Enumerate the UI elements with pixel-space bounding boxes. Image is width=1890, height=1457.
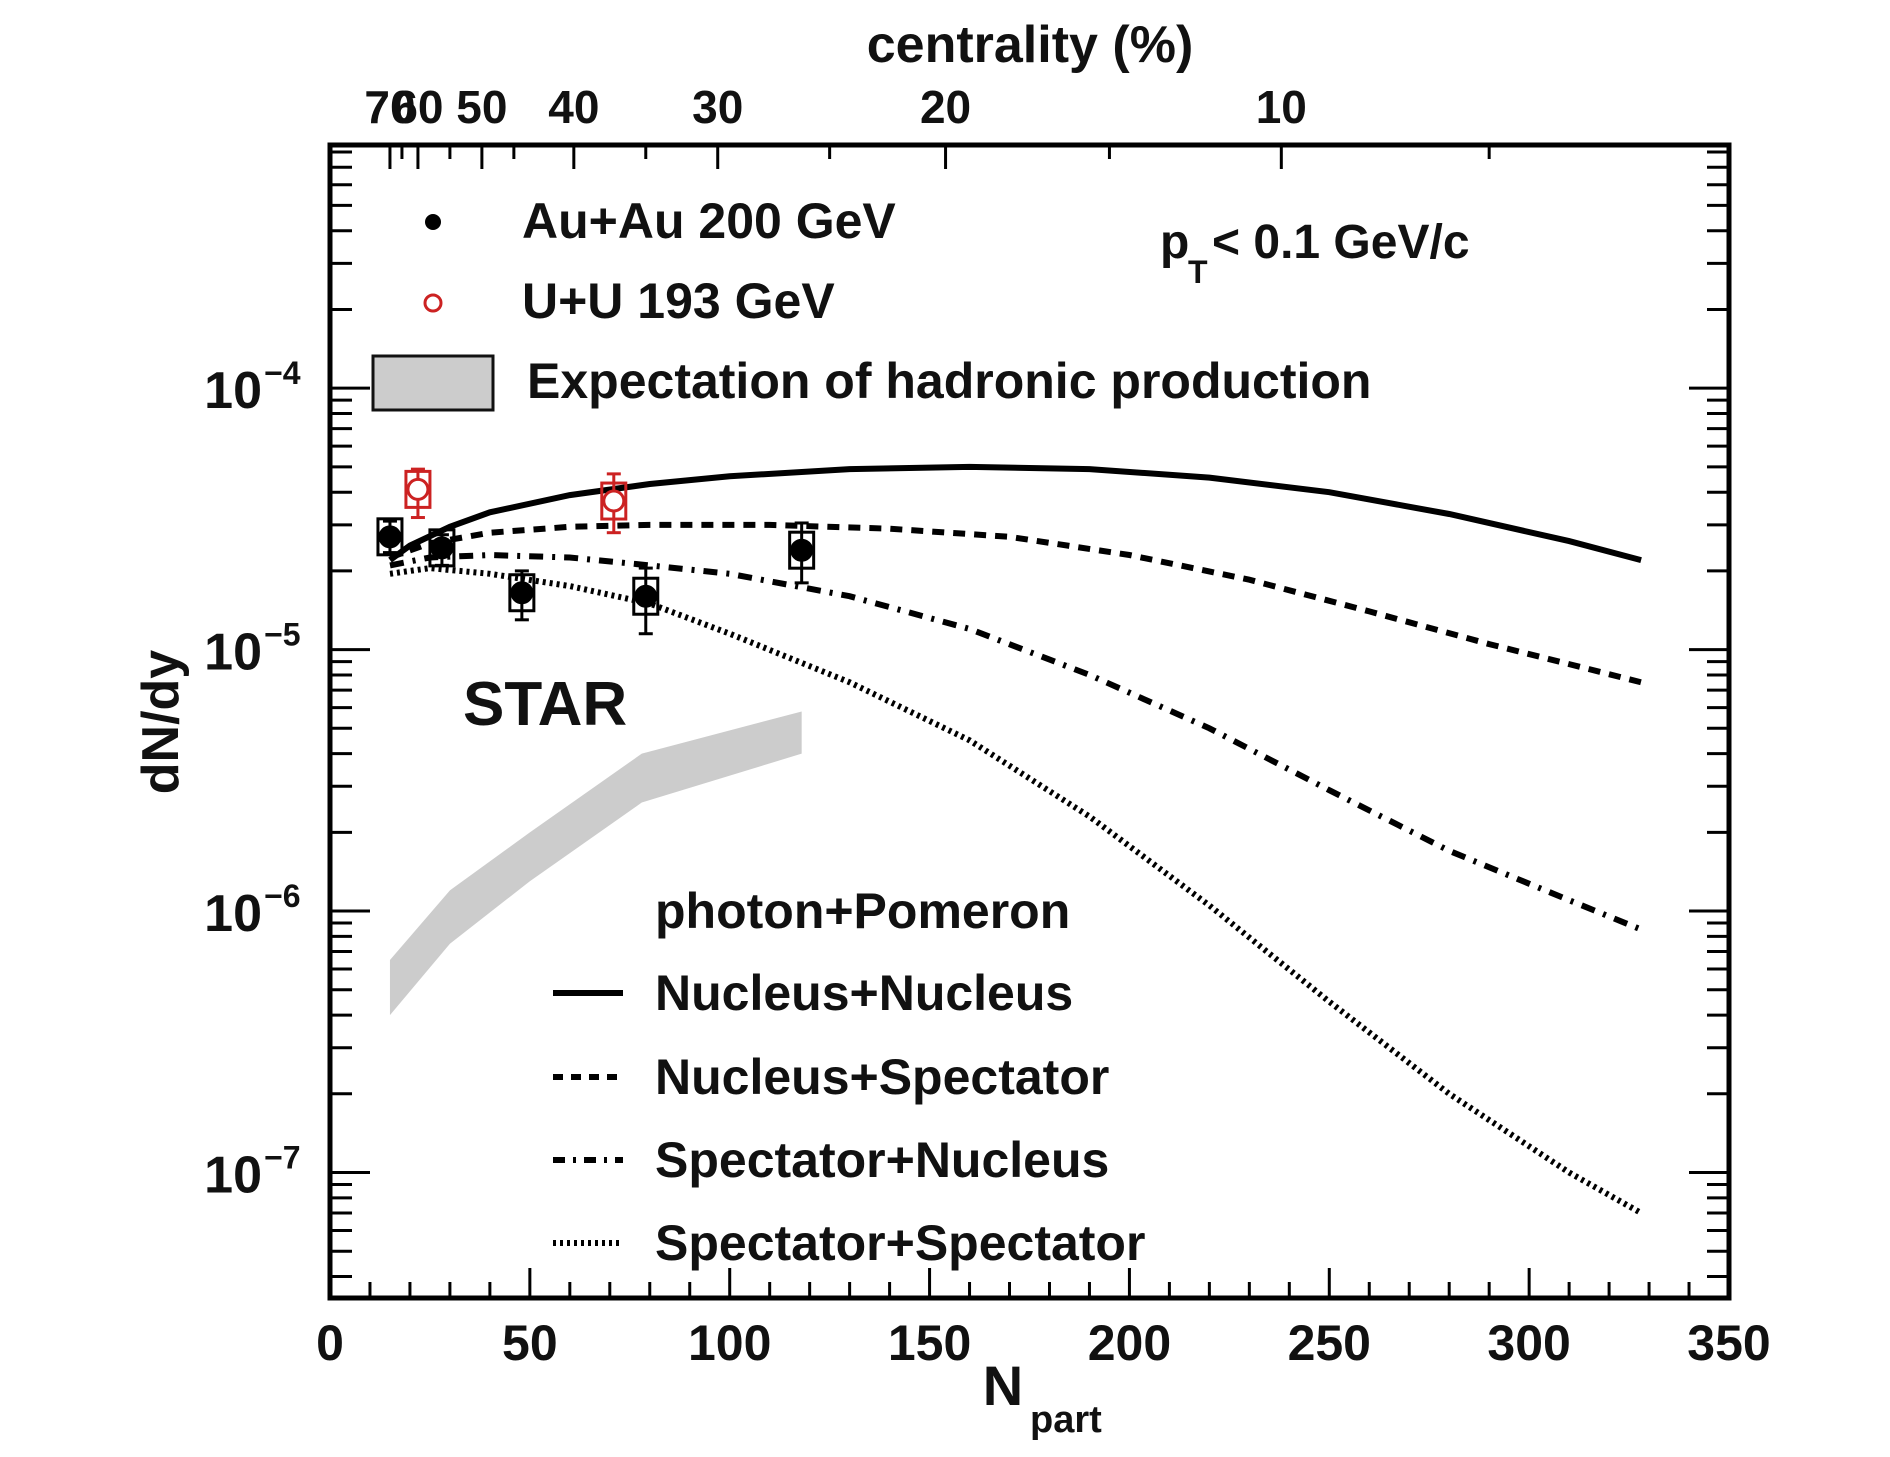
top-axis-tick-label: 50 xyxy=(456,81,507,133)
legend-ns-label: Nucleus+Spectator xyxy=(655,1049,1109,1105)
x-tick-label: 250 xyxy=(1288,1315,1371,1371)
points-layer xyxy=(376,467,816,636)
legend-header: photon+Pomeron xyxy=(655,883,1070,939)
pt-cut-annotation: p T < 0.1 GeV/c xyxy=(1160,216,1470,290)
x-axis-title-main: N xyxy=(983,1354,1023,1417)
hadronic-band xyxy=(389,711,802,1016)
top-axis-tick-label: 30 xyxy=(692,81,743,133)
x-tick-label: 150 xyxy=(888,1315,971,1371)
x-tick-label: 300 xyxy=(1487,1315,1570,1371)
curve-spectator-nucleus xyxy=(389,551,1643,933)
y-tick-label-exponent: −4 xyxy=(264,355,301,391)
marker xyxy=(634,584,658,608)
experiment-label: STAR xyxy=(463,670,627,739)
marker xyxy=(406,477,430,501)
curve-spectator-spectator xyxy=(389,565,1643,1216)
x-tick-label: 100 xyxy=(688,1315,771,1371)
pt-cut-p: p xyxy=(1160,216,1189,269)
lines-layer xyxy=(388,463,1643,1216)
systematic-box xyxy=(376,517,404,557)
systematic-box xyxy=(600,481,628,521)
systematic-box xyxy=(508,573,536,613)
pt-cut-text: < 0.1 GeV/c xyxy=(1212,216,1470,269)
y-tick-label-exponent: −7 xyxy=(264,1140,300,1176)
top-axis-tick-label: 40 xyxy=(548,81,599,133)
x-axis-title-sub: part xyxy=(1030,1399,1102,1441)
top-axis-tick-label: 10 xyxy=(1256,81,1307,133)
marker xyxy=(790,538,814,562)
legend-u-u-marker xyxy=(423,293,443,313)
x-axis-title: N part xyxy=(983,1354,1102,1441)
pt-cut-sub: T xyxy=(1188,254,1208,290)
curve-nucleus-spectator xyxy=(388,521,1642,686)
data-point-au-au-200-gev xyxy=(508,569,536,622)
plot-frame xyxy=(327,142,1732,1301)
legend-au-au-label: Au+Au 200 GeV xyxy=(522,193,896,249)
top-axis-title: centrality (%) xyxy=(867,16,1194,74)
data-point-au-au-200-gev xyxy=(376,517,404,557)
data-point-au-au-200-gev xyxy=(788,521,816,585)
top-axis-tick-label: 20 xyxy=(920,81,971,133)
systematic-box xyxy=(788,530,816,570)
y-tick-label: 10 xyxy=(204,885,262,943)
data-point-au-au-200-gev xyxy=(632,566,660,636)
legend-band-marker xyxy=(371,354,495,412)
systematic-box xyxy=(632,576,660,616)
data-point-u-u-193-gev xyxy=(404,467,432,520)
y-tick-label-exponent: −6 xyxy=(264,878,300,914)
legend-u-u-label: U+U 193 GeV xyxy=(522,273,835,329)
marker xyxy=(430,536,454,560)
legend-band-label: Expectation of hadronic production xyxy=(527,353,1371,409)
y-tick-label: 10 xyxy=(204,1147,262,1205)
legend-nn-label: Nucleus+Nucleus xyxy=(655,965,1073,1021)
marker xyxy=(378,525,402,549)
y-tick-label: 10 xyxy=(204,624,262,682)
data-point-au-au-200-gev xyxy=(428,528,456,568)
x-tick-label: 0 xyxy=(316,1315,344,1371)
legend-sn-label: Spectator+Nucleus xyxy=(655,1132,1109,1188)
legend-au-au-marker xyxy=(425,214,441,230)
y-tick-label-exponent: −5 xyxy=(264,617,300,653)
band-layer xyxy=(389,711,802,1016)
systematic-box xyxy=(428,528,456,568)
x-tick-label: 50 xyxy=(502,1315,558,1371)
marker xyxy=(510,581,534,605)
x-tick-label: 200 xyxy=(1088,1315,1171,1371)
legend-ss-label: Spectator+Spectator xyxy=(655,1215,1145,1271)
legend-top: Au+Au 200 GeV U+U 193 GeV Expectation of… xyxy=(371,193,1371,412)
legend-bottom: photon+Pomeron Nucleus+Nucleus Nucleus+S… xyxy=(553,883,1145,1271)
data-point-u-u-193-gev xyxy=(600,472,628,535)
x-tick-label: 350 xyxy=(1687,1315,1770,1371)
marker xyxy=(602,489,626,513)
y-axis-title: dN/dy xyxy=(132,650,190,795)
systematic-box xyxy=(404,469,432,509)
y-tick-label: 10 xyxy=(204,362,262,420)
curve-nucleus-nucleus xyxy=(388,463,1642,564)
top-axis-tick-label: 70 xyxy=(364,81,415,133)
top-axis-tick-label: 60 xyxy=(392,81,443,133)
